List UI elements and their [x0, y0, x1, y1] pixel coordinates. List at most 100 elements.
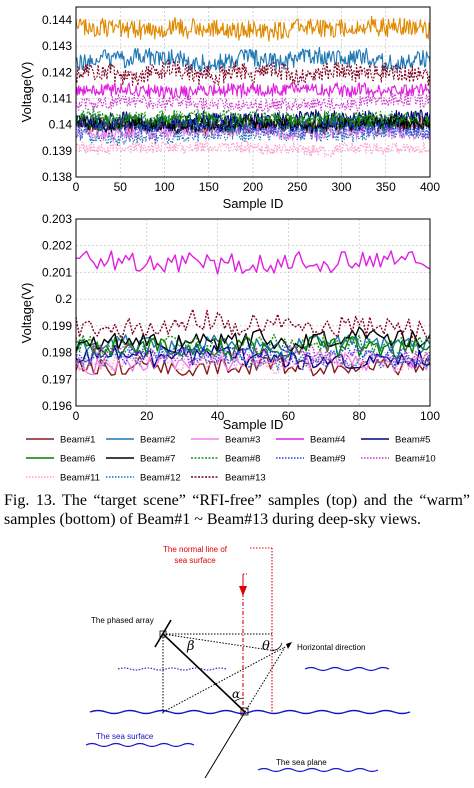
top-ticks: 0 50 100 150 200 250 300 350 400 0.138 0.139 0.14 0.…	[42, 13, 440, 194]
legend-label: Beam#2	[140, 435, 175, 446]
y-tick-label: 0.203	[42, 212, 72, 226]
legend-label: Beam#5	[395, 435, 430, 446]
top-plot-frame	[75, 6, 431, 178]
lower-wave-left	[85, 742, 195, 748]
x-tick-label: 50	[114, 180, 128, 194]
y-tick-label: 0.198	[42, 346, 72, 360]
top-voltage-chart: 0 50 100 150 200 250 300 350 400 0.138 0.139 0.14 0.…	[19, 6, 440, 211]
sea-surface-label: The sea surface	[96, 732, 154, 741]
x-tick-label: 80	[353, 409, 367, 423]
x-tick-label: 20	[140, 409, 154, 423]
x-tick-label: 150	[199, 180, 219, 194]
x-tick-label: 0	[73, 180, 80, 194]
y-tick-label: 0.143	[42, 39, 72, 53]
sea-plane-wave	[89, 709, 411, 715]
top-x-axis-label: Sample ID	[223, 196, 284, 211]
x-tick-label: 60	[282, 409, 296, 423]
theta-arc	[271, 642, 283, 651]
x-tick-label: 250	[287, 180, 307, 194]
horizontal-direction-arrow	[286, 642, 292, 649]
legend-label: Beam#6	[60, 454, 95, 465]
legend-label: Beam#12	[140, 473, 181, 484]
y-tick-label: 0.201	[42, 265, 72, 279]
theta-symbol: θ	[262, 639, 270, 654]
legend-label: Beam#11	[60, 473, 100, 484]
series-line-beam-10	[75, 93, 431, 113]
sea-to-horizon-dotted	[244, 646, 286, 713]
horizontal-direction-label: Horizontal direction	[297, 643, 365, 652]
x-tick-label: 100	[420, 409, 440, 423]
top-series-group	[75, 15, 431, 158]
x-tick-label: 0	[73, 409, 80, 423]
diag-dotted-lower	[162, 646, 286, 713]
series-line-beam-13	[75, 59, 431, 87]
bottom-grid	[75, 218, 431, 407]
legend-label: Beam#7	[140, 454, 175, 465]
legend-label: Beam#3	[225, 435, 260, 446]
sea-point-marker	[240, 707, 249, 716]
figure-caption: Fig. 13. The “target scene” “RFI-free” s…	[4, 492, 470, 528]
y-tick-label: 0.14	[49, 118, 73, 132]
legend-label: Beam#4	[310, 435, 345, 446]
y-tick-label: 0.196	[42, 399, 72, 413]
upper-dotted-wave-left	[117, 667, 227, 671]
y-tick-label: 0.138	[42, 170, 72, 184]
legend-label: Beam#8	[225, 454, 260, 465]
x-tick-label: 400	[420, 180, 440, 194]
bottom-x-axis-label: Sample ID	[223, 417, 284, 432]
legend-items: Beam#1 Beam#2 Beam#3 Beam#4 Beam#5 Beam#6 Beam…	[26, 435, 436, 484]
legend-label: Beam#13	[225, 473, 266, 484]
upper-wave-right	[304, 666, 390, 672]
sea-plane-label: The sea plane	[276, 758, 327, 767]
series-line-beam-11	[75, 140, 431, 158]
y-tick-label: 0.144	[42, 13, 72, 27]
x-tick-label: 200	[243, 180, 263, 194]
y-tick-label: 0.142	[42, 65, 72, 79]
bottom-y-axis-label: Voltage(V)	[19, 283, 34, 344]
bottom-ticks: 0 20 40 60 80 100 0.196 0.197 0.198 0.199 0.2 0.201…	[42, 212, 440, 423]
y-tick-label: 0.2	[55, 292, 72, 306]
geometry-diagram: The normal line of sea surface The phase…	[85, 545, 411, 779]
y-tick-label: 0.139	[42, 144, 72, 158]
array-to-horizon-dotted	[162, 633, 277, 652]
series-line-beam-2	[75, 46, 431, 73]
legend-label: Beam#1	[60, 435, 95, 446]
x-tick-label: 100	[154, 180, 174, 194]
bottom-plot-frame	[75, 218, 431, 407]
legend-label: Beam#9	[310, 454, 345, 465]
series-line-beam-12	[75, 343, 431, 371]
legend: Beam#1 Beam#2 Beam#3 Beam#4 Beam#5 Beam#6 Beam…	[26, 435, 436, 484]
y-tick-label: 0.202	[42, 239, 72, 253]
series-line-beam-7	[75, 326, 431, 354]
array-point-marker	[159, 630, 167, 638]
phased-array-label: The phased array	[91, 616, 154, 625]
x-tick-label: 300	[331, 180, 351, 194]
bottom-voltage-chart: 0 20 40 60 80 100 0.196 0.197 0.198 0.199 0.2 0.201…	[19, 212, 440, 432]
array-to-sea-line	[162, 633, 246, 713]
legend-label: Beam#10	[395, 454, 436, 465]
x-tick-label: 350	[376, 180, 396, 194]
normal-line-label-1: The normal line of	[163, 545, 228, 554]
bottom-series-group	[75, 250, 431, 377]
series-line-beam-12	[75, 125, 431, 146]
alpha-symbol: α	[232, 687, 240, 701]
series-line-beam-4	[75, 250, 431, 275]
alpha-arc	[234, 697, 245, 702]
beta-symbol: β	[186, 639, 195, 654]
series-line-beam-8	[75, 107, 431, 126]
series-line-beam-11	[75, 351, 431, 375]
y-tick-label: 0.141	[42, 92, 72, 106]
series-line-beam-13	[75, 308, 431, 340]
series-line-target	[75, 15, 431, 42]
continuation-line	[204, 711, 246, 779]
top-y-axis-label: Voltage(V)	[19, 62, 34, 123]
lower-wave-right	[257, 767, 379, 773]
series-line-beam-9	[75, 343, 431, 368]
series-line-beam-8	[75, 333, 431, 354]
normal-line-arrow	[239, 586, 247, 596]
y-tick-label: 0.197	[42, 372, 72, 386]
x-tick-label: 40	[211, 409, 225, 423]
normal-line-label-2: sea surface	[174, 556, 216, 565]
y-tick-label: 0.199	[42, 319, 72, 333]
